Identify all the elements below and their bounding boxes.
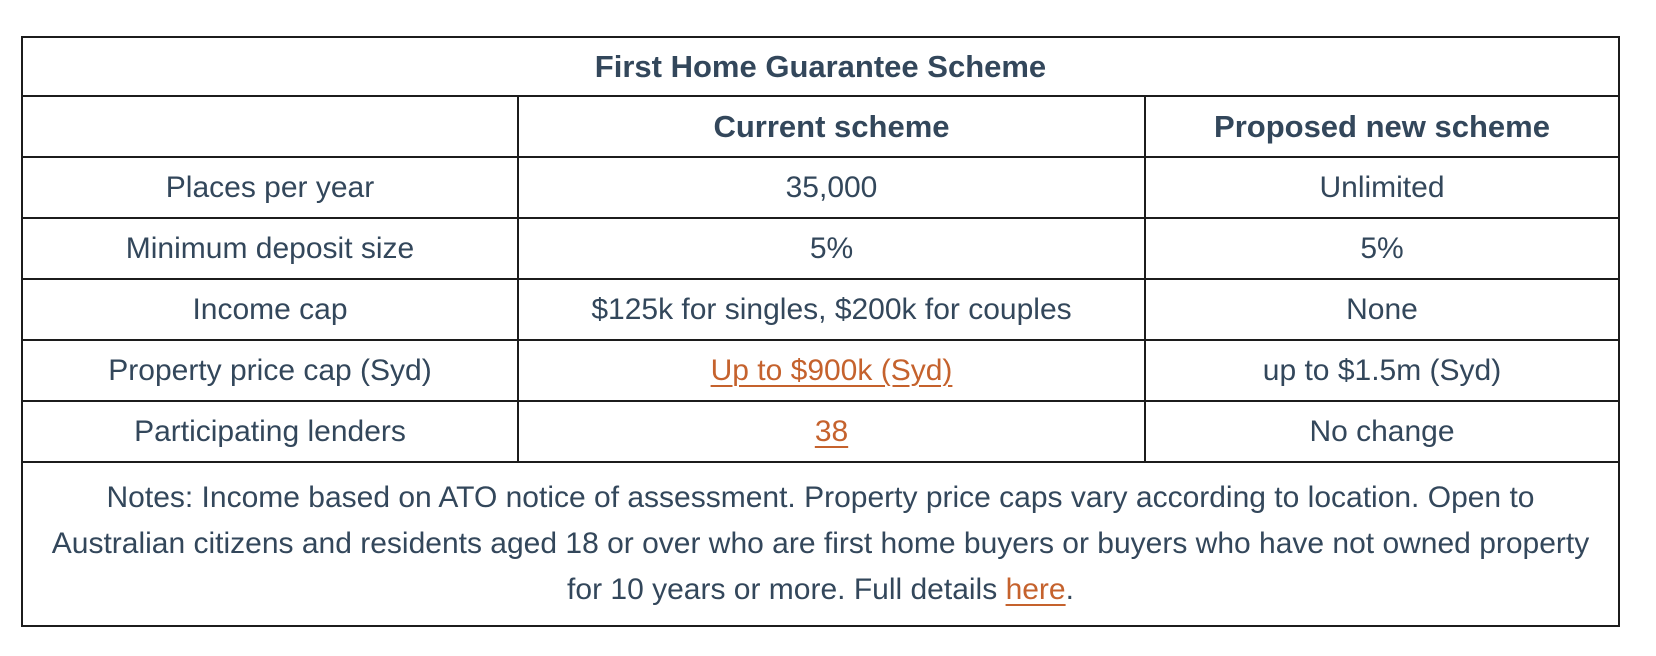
notes-suffix: . <box>1065 573 1074 606</box>
lenders-count-link[interactable]: 38 <box>814 414 849 448</box>
cell-places-current: 35,000 <box>517 156 1146 219</box>
cell-lenders-proposed: No change <box>1144 400 1620 463</box>
row-label-deposit: Minimum deposit size <box>21 217 519 280</box>
first-home-guarantee-table: First Home Guarantee Scheme Current sche… <box>21 36 1620 627</box>
row-label-price-cap: Property price cap (Syd) <box>21 339 519 402</box>
table-title: First Home Guarantee Scheme <box>21 36 1620 97</box>
table-title-row: First Home Guarantee Scheme <box>21 36 1620 97</box>
cell-income-cap-proposed: None <box>1144 278 1620 341</box>
cell-deposit-proposed: 5% <box>1144 217 1620 280</box>
row-label-places: Places per year <box>21 156 519 219</box>
column-header-current: Current scheme <box>517 95 1146 158</box>
cell-income-cap-current: $125k for singles, $200k for couples <box>517 278 1146 341</box>
table-row-places: Places per year 35,000 Unlimited <box>21 156 1620 219</box>
cell-lenders-current: 38 <box>517 400 1146 463</box>
row-label-lenders: Participating lenders <box>21 400 519 463</box>
table-row-price-cap: Property price cap (Syd) Up to $900k (Sy… <box>21 339 1620 402</box>
cell-deposit-current: 5% <box>517 217 1146 280</box>
column-header-proposed: Proposed new scheme <box>1144 95 1620 158</box>
corner-cell <box>21 95 519 158</box>
price-cap-link[interactable]: Up to $900k (Syd) <box>710 353 953 387</box>
table-header-row: Current scheme Proposed new scheme <box>21 95 1620 158</box>
full-details-link[interactable]: here <box>1005 573 1066 606</box>
table-notes-row: Notes: Income based on ATO notice of ass… <box>21 461 1620 627</box>
notes-text: Notes: Income based on ATO notice of ass… <box>51 481 1590 606</box>
table-row-deposit: Minimum deposit size 5% 5% <box>21 217 1620 280</box>
cell-price-cap-current: Up to $900k (Syd) <box>517 339 1146 402</box>
table-row-lenders: Participating lenders 38 No change <box>21 400 1620 463</box>
table-row-income-cap: Income cap $125k for singles, $200k for … <box>21 278 1620 341</box>
row-label-income-cap: Income cap <box>21 278 519 341</box>
cell-places-proposed: Unlimited <box>1144 156 1620 219</box>
notes: Notes: Income based on ATO notice of ass… <box>21 461 1620 627</box>
cell-price-cap-proposed: up to $1.5m (Syd) <box>1144 339 1620 402</box>
